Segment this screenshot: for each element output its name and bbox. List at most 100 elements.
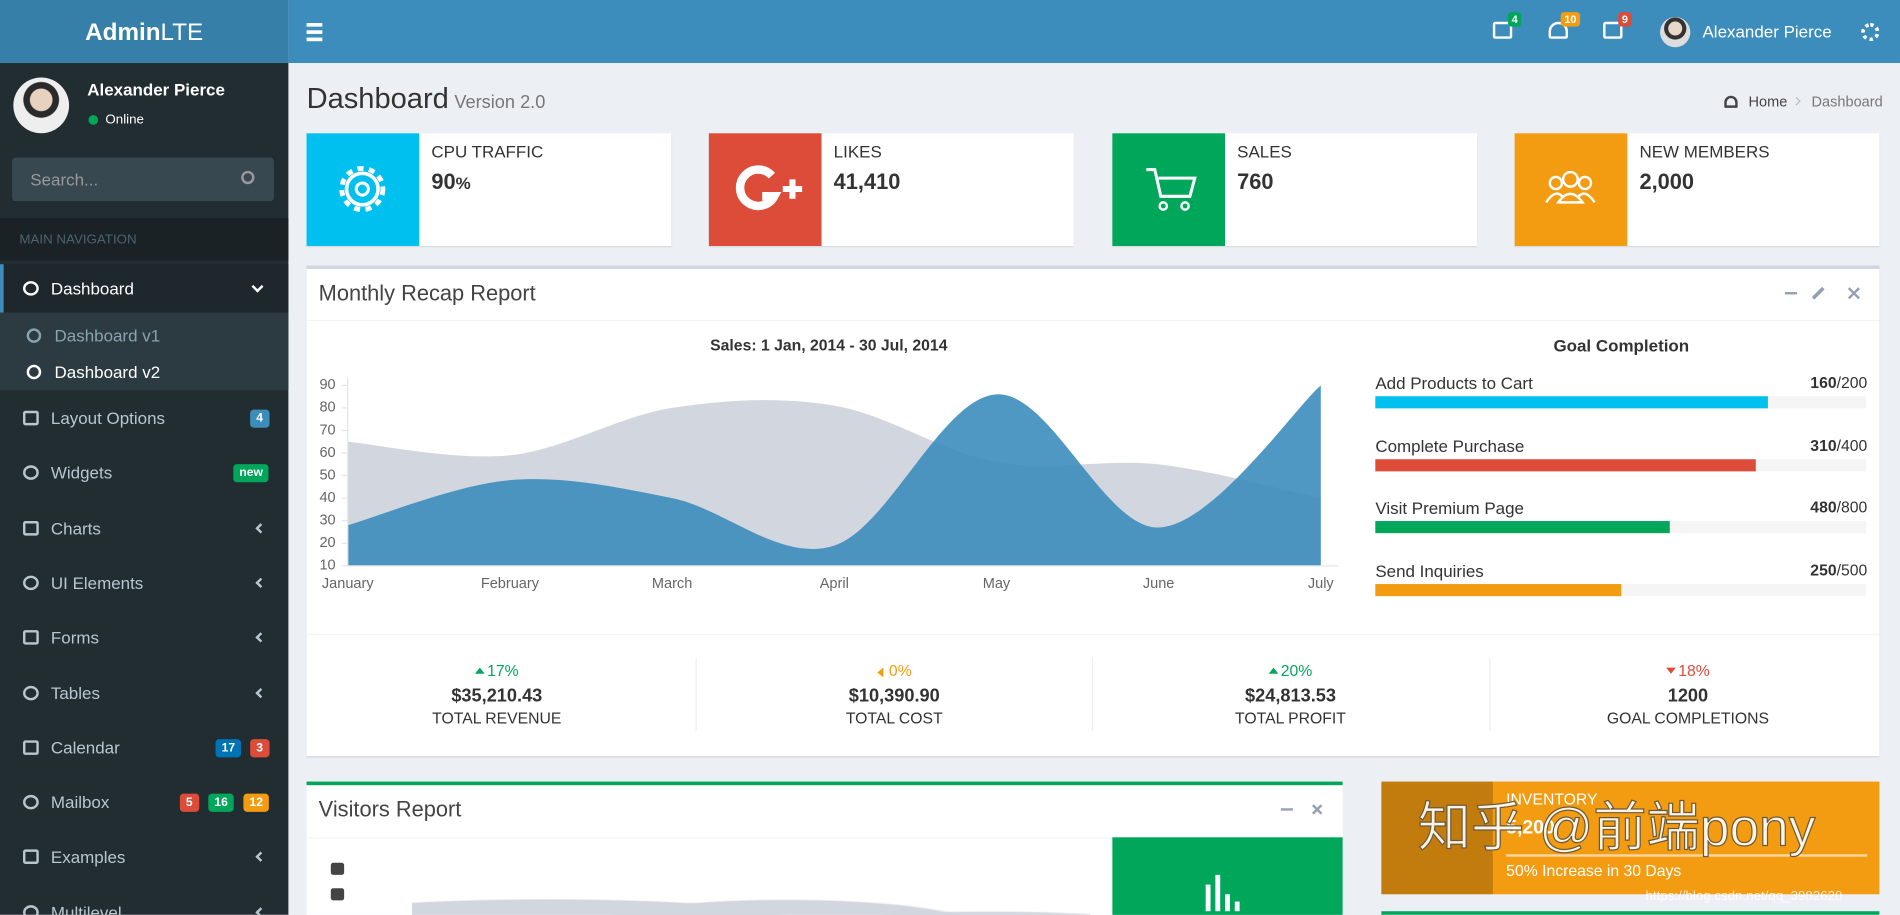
stat-label: GOAL COMPLETIONS [1606,708,1770,728]
menu-label[interactable]: Multilevel [50,902,122,915]
info-box-label: LIKES [833,141,882,162]
info-box-value: 41,410 [833,169,901,194]
stat-value: $35,210.43 [451,685,543,707]
box-title: Visitors Report [318,797,462,822]
sidebar [0,63,289,915]
goals-title: Goal Completion [1553,335,1690,356]
sparkbar [1234,901,1240,912]
menu-item[interactable] [0,668,288,716]
submenu-bullet [26,364,42,380]
menu-label[interactable]: Charts [50,518,101,538]
navbar [288,0,1900,64]
page-subtitle: Version 2.0 [454,92,546,113]
stat-arrow [877,667,884,678]
menu-badge: 17 [215,738,242,758]
notification-badge: 9 [1618,12,1632,27]
menu-item[interactable] [0,613,288,661]
stat-change: 20% [1280,661,1313,680]
section-header [0,218,289,261]
logo-bar [0,0,289,64]
collapse-tool[interactable] [1784,292,1797,295]
menu-toggle-bar[interactable] [306,23,323,27]
menu-icon [23,281,39,296]
stat-value: 1200 [1667,685,1709,707]
goal-value: 310 [1810,435,1837,455]
goal-bar [1375,521,1670,534]
goal-bar [1375,584,1621,597]
goal-label: Add Products to Cart [1375,373,1533,393]
menu-badge: 16 [208,793,234,812]
stat-value: $10,390.90 [848,685,940,707]
info-box-glyph [735,165,803,211]
menu-item[interactable] [0,504,288,552]
goal-label: Send Inquiries [1375,561,1484,581]
menu-label[interactable]: Tables [50,682,100,703]
settings-icon[interactable] [1861,23,1880,42]
sparkbar [1225,894,1230,912]
menu-item[interactable] [0,558,288,606]
menu-label[interactable]: Dashboard [50,278,134,299]
notification-icon[interactable] [1492,21,1513,39]
goal-max: /400 [1836,435,1868,455]
sidebar-avatar [13,77,70,134]
sparkbar [1215,874,1221,912]
notification-icon[interactable] [1603,21,1623,39]
goal-bar [1375,458,1756,471]
menu-toggle-bar[interactable] [306,37,323,41]
menu-label[interactable]: Forms [50,627,99,648]
menu-icon [23,575,39,590]
menu-item[interactable] [0,833,288,881]
info-box-icon [306,133,420,246]
menu-icon [23,520,39,536]
collapse-tool[interactable] [1280,808,1293,811]
stat-divider [695,657,697,731]
stat-arrow [1666,667,1677,674]
info-box-icon [1514,133,1628,246]
submenu-label[interactable]: Dashboard v1 [54,325,161,346]
goal-value: 480 [1810,498,1837,517]
search-box[interactable] [12,157,274,202]
menu-icon [23,849,39,865]
zoom-in[interactable] [330,862,345,875]
sparkbar [1205,884,1211,912]
menu-icon [23,740,39,755]
goal-max: /200 [1836,373,1868,392]
submenu-label[interactable]: Dashboard v2 [54,362,161,382]
inventory-icon [1381,781,1493,895]
menu-label[interactable]: Mailbox [50,792,110,812]
goal-progress-text: 480/800 [1810,496,1867,520]
sidebar-user-name: Alexander Pierce [87,79,225,100]
user-name[interactable]: Alexander Pierce [1702,21,1832,42]
menu-toggle-bar[interactable] [306,30,323,34]
inventory-note: 50% Increase in 30 Days [1506,861,1682,880]
search-placeholder: Search... [30,169,99,190]
goal-value: 250 [1810,561,1837,580]
status-text: Online [105,112,144,128]
breadcrumb-home[interactable]: Home [1748,93,1788,111]
menu-label[interactable]: UI Elements [50,573,144,593]
breadcrumb-separator [1792,96,1801,106]
goal-progress-text: 310/400 [1810,433,1867,457]
goal-max: /500 [1836,561,1868,580]
logo: AdminLTE [0,19,288,46]
menu-label[interactable]: Calendar [50,737,120,758]
menu-label[interactable]: Examples [50,847,126,867]
status-dot [88,115,99,125]
menu-icon [23,630,39,645]
menu-label[interactable]: Widgets [50,463,113,483]
inventory-label: INVENTORY [1506,790,1598,809]
goal-bar [1375,396,1768,409]
menu-item[interactable] [0,888,288,915]
stat-divider [1091,657,1093,731]
menu-label[interactable]: Layout Options [50,408,166,428]
menu-item[interactable] [0,723,288,771]
zoom-out[interactable] [330,888,345,901]
menu-icon [23,465,39,481]
box-footer-border [306,633,1880,635]
goal-max: /800 [1836,498,1868,517]
menu-item-active[interactable] [0,264,289,313]
logo-bold: Admin [85,19,161,47]
goal-label: Complete Purchase [1375,435,1525,456]
stat-change: 17% [487,661,519,680]
notification-icon[interactable] [1548,21,1568,39]
